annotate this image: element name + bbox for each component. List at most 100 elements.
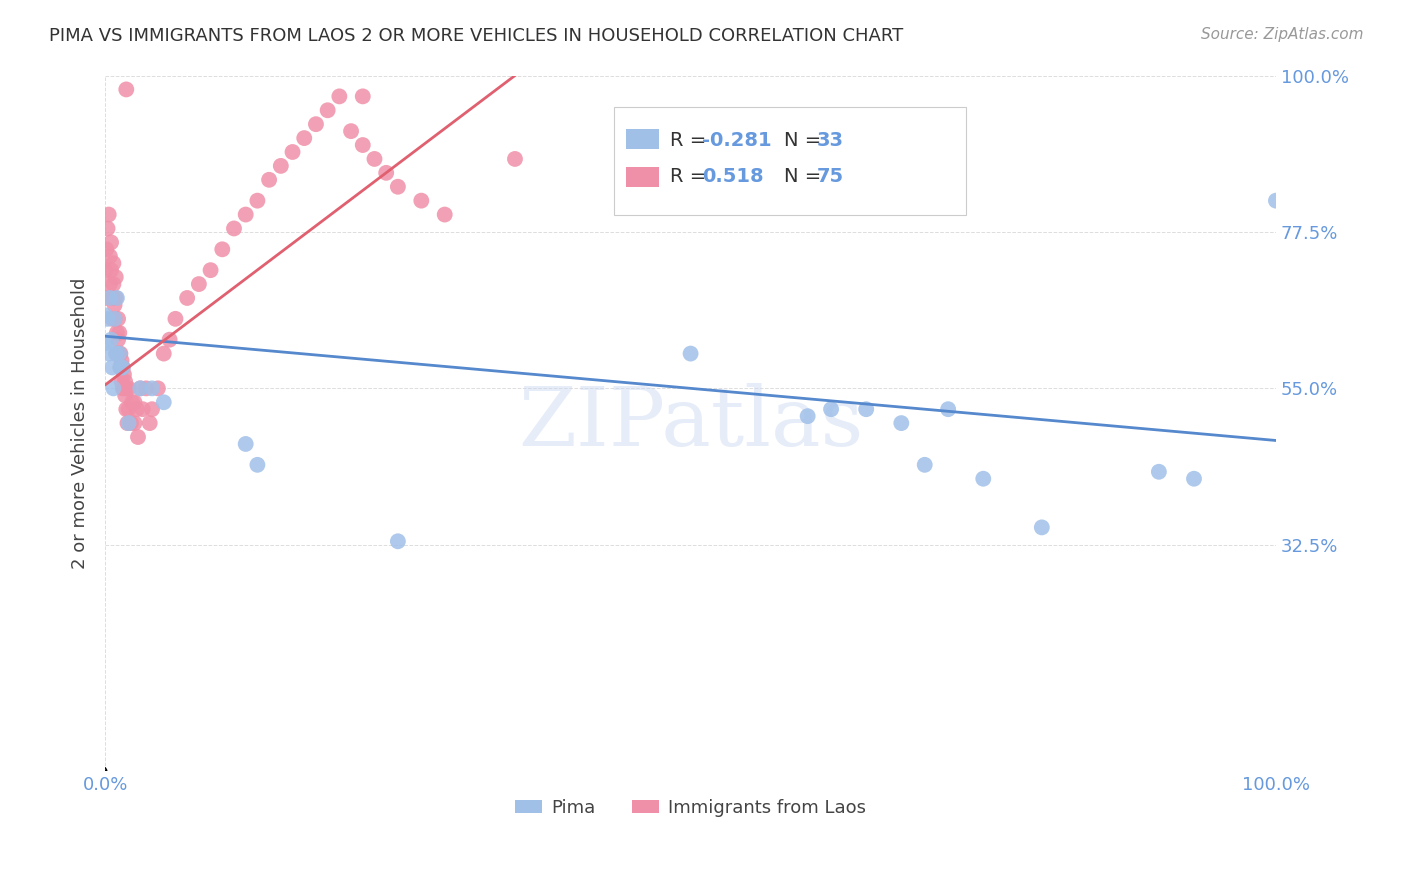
Point xyxy=(121,395,143,409)
Text: N =: N = xyxy=(785,131,828,150)
Point xyxy=(105,291,128,305)
Point xyxy=(114,388,136,402)
Point xyxy=(100,333,122,347)
Text: Source: ZipAtlas.com: Source: ZipAtlas.com xyxy=(1201,27,1364,42)
Point xyxy=(105,326,128,340)
Point xyxy=(159,333,181,347)
Point xyxy=(103,311,125,326)
Point xyxy=(98,249,121,263)
Point xyxy=(97,346,120,360)
Point xyxy=(96,221,118,235)
Point xyxy=(503,152,526,166)
Point xyxy=(165,311,187,326)
Point xyxy=(270,159,292,173)
Point xyxy=(176,291,198,305)
Point xyxy=(114,375,136,389)
Point xyxy=(98,291,121,305)
Point xyxy=(387,179,409,194)
Point xyxy=(1182,472,1205,486)
Point xyxy=(387,534,409,549)
FancyBboxPatch shape xyxy=(626,129,659,148)
Point xyxy=(340,124,363,138)
Legend: Pima, Immigrants from Laos: Pima, Immigrants from Laos xyxy=(508,792,873,824)
Text: PIMA VS IMMIGRANTS FROM LAOS 2 OR MORE VEHICLES IN HOUSEHOLD CORRELATION CHART: PIMA VS IMMIGRANTS FROM LAOS 2 OR MORE V… xyxy=(49,27,904,45)
Point xyxy=(104,346,127,360)
Point xyxy=(375,166,398,180)
Point xyxy=(127,430,149,444)
Point xyxy=(111,381,134,395)
Point xyxy=(352,138,374,153)
Point xyxy=(281,145,304,159)
Point xyxy=(1147,465,1170,479)
Point xyxy=(135,381,157,395)
Point xyxy=(972,472,994,486)
Point xyxy=(115,381,138,395)
Point xyxy=(100,263,122,277)
Point xyxy=(138,416,160,430)
Point xyxy=(101,291,124,305)
Point xyxy=(110,360,132,375)
Point xyxy=(936,402,959,417)
Point xyxy=(235,437,257,451)
Point xyxy=(316,103,339,118)
Point xyxy=(108,346,131,360)
Point xyxy=(235,208,257,222)
Point xyxy=(305,117,328,131)
Point xyxy=(117,402,139,417)
Point xyxy=(246,194,269,208)
Point xyxy=(107,333,129,347)
Point xyxy=(112,368,135,382)
Point xyxy=(292,131,315,145)
Point xyxy=(101,311,124,326)
Point xyxy=(146,381,169,395)
Text: 33: 33 xyxy=(817,131,844,150)
Point xyxy=(141,402,163,417)
Point xyxy=(129,381,152,395)
Point xyxy=(796,409,818,424)
Point xyxy=(101,360,124,375)
Point xyxy=(222,221,245,235)
Point xyxy=(433,208,456,222)
Point xyxy=(131,402,153,417)
Text: R =: R = xyxy=(669,131,711,150)
Point xyxy=(1031,520,1053,534)
Point xyxy=(110,375,132,389)
Point xyxy=(328,89,350,103)
Point xyxy=(363,152,385,166)
Point xyxy=(98,277,121,291)
Point xyxy=(103,277,125,291)
Point xyxy=(107,311,129,326)
Point xyxy=(246,458,269,472)
Text: 75: 75 xyxy=(817,168,844,186)
Point xyxy=(115,82,138,96)
Point xyxy=(200,263,222,277)
Point xyxy=(187,277,209,291)
Point xyxy=(108,346,131,360)
Point xyxy=(105,346,128,360)
FancyArrow shape xyxy=(104,767,107,771)
Point xyxy=(117,381,139,395)
Point xyxy=(117,416,139,430)
Point xyxy=(94,291,117,305)
Point xyxy=(96,311,118,326)
Text: R =: R = xyxy=(669,168,711,186)
Point xyxy=(257,173,280,187)
Point xyxy=(117,416,139,430)
Point xyxy=(103,256,125,270)
Point xyxy=(124,416,146,430)
Point xyxy=(211,242,233,256)
Point xyxy=(152,395,174,409)
Point xyxy=(110,353,132,368)
Point xyxy=(112,381,135,395)
Point xyxy=(914,458,936,472)
Point xyxy=(679,346,702,360)
Point xyxy=(94,263,117,277)
Point xyxy=(104,291,127,305)
Y-axis label: 2 or more Vehicles in Household: 2 or more Vehicles in Household xyxy=(72,277,89,569)
Point xyxy=(141,381,163,395)
Point xyxy=(94,336,117,351)
Point xyxy=(120,416,142,430)
Point xyxy=(129,381,152,395)
Point xyxy=(96,242,118,256)
FancyBboxPatch shape xyxy=(626,168,659,186)
